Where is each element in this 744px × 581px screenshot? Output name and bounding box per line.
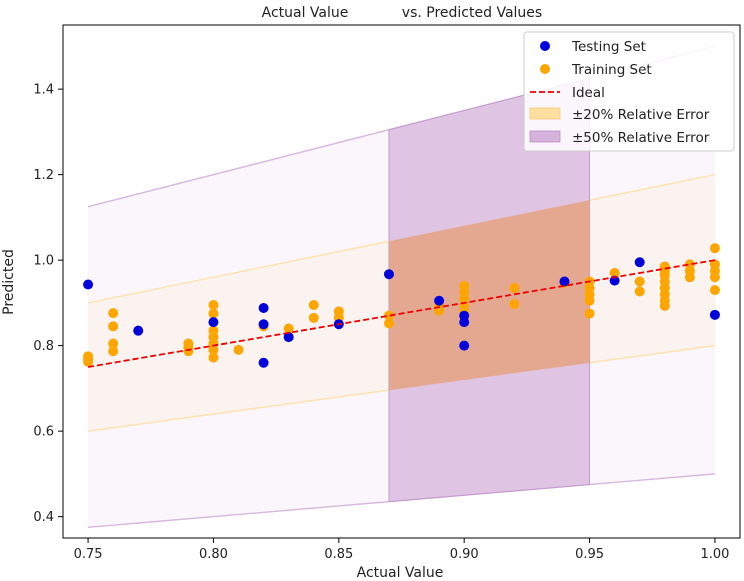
- testing-point-3: [258, 303, 269, 314]
- ideal-line: [87, 259, 716, 368]
- x-tick-label-2: 0.85: [324, 547, 353, 562]
- training-point-20: [308, 300, 319, 311]
- highlight-region: [388, 77, 591, 503]
- testing-point-4: [258, 319, 269, 330]
- y-tick-label-2: 0.8: [33, 339, 54, 354]
- training-point-11: [208, 308, 219, 319]
- y-tick-label-3: 1.0: [33, 254, 54, 269]
- legend: Testing Set Training Set Ideal ±20% Rela…: [523, 31, 735, 152]
- y-tick-label-4: 1.2: [33, 168, 54, 183]
- training-point-6: [108, 346, 119, 357]
- y-tick-label-0: 0.4: [33, 510, 54, 525]
- training-point-17: [233, 344, 244, 355]
- legend-marker-training: [540, 64, 550, 74]
- y-tick-label-1: 0.6: [33, 425, 54, 440]
- chart-title-part-1: Actual Value: [262, 5, 349, 21]
- training-point-40: [584, 308, 595, 319]
- legend-label-50: ±50% Relative Error: [572, 130, 710, 146]
- training-point-19: [283, 323, 294, 334]
- x-tick-label-1: 0.80: [199, 547, 228, 562]
- training-point-21: [308, 312, 319, 323]
- x-axis-title: Actual Value: [357, 565, 444, 581]
- training-point-39: [584, 295, 595, 306]
- chart-title-part-2: vs. Predicted Values: [402, 5, 542, 21]
- legend-frame: [523, 31, 735, 152]
- legend-label-training: Training Set: [571, 62, 652, 78]
- plot-frame: [62, 24, 741, 539]
- training-point-9: [183, 346, 194, 357]
- legend-label-ideal: Ideal: [572, 85, 605, 101]
- testing-point-6: [283, 332, 294, 343]
- testing-point-11: [459, 317, 470, 328]
- training-point-58: [709, 272, 720, 283]
- training-point-15: [208, 344, 219, 355]
- training-point-33: [509, 282, 520, 293]
- training-point-4: [108, 321, 119, 332]
- training-point-2: [83, 356, 94, 367]
- testing-point-15: [634, 257, 645, 268]
- training-point-51: [659, 300, 670, 311]
- testing-point-1: [133, 325, 144, 336]
- legend-patch-50: [529, 130, 561, 143]
- training-point-42: [634, 276, 645, 287]
- region-20-fill: [388, 200, 590, 391]
- x-tick-label-4: 0.95: [575, 547, 604, 562]
- training-point-10: [208, 300, 219, 311]
- y-tick-label-5: 1.4: [33, 83, 54, 98]
- testing-point-12: [459, 340, 470, 351]
- testing-point-5: [258, 357, 269, 368]
- training-point-24: [383, 310, 394, 321]
- training-point-41: [609, 267, 620, 278]
- testing-point-2: [208, 317, 219, 328]
- legend-marker-testing: [540, 41, 550, 51]
- legend-patch-20: [529, 107, 561, 120]
- testing-point-9: [434, 295, 445, 306]
- x-tick-label-3: 0.90: [450, 547, 479, 562]
- y-axis-title: Predicted: [1, 249, 17, 315]
- testing-point-0: [83, 279, 94, 290]
- training-point-34: [509, 299, 520, 310]
- training-point-43: [634, 286, 645, 297]
- training-point-54: [684, 272, 695, 283]
- testing-point-8: [383, 269, 394, 280]
- training-point-25: [383, 318, 394, 329]
- x-axis-ticks: 0.75 0.80 0.85 0.90 0.95 1.00: [74, 538, 729, 562]
- training-point-59: [709, 285, 720, 296]
- training-point-5: [108, 338, 119, 349]
- ideal-line-group: [87, 259, 716, 368]
- x-tick-label-5: 1.00: [700, 547, 729, 562]
- legend-label-testing: Testing Set: [571, 39, 646, 55]
- training-point-55: [709, 243, 720, 254]
- testing-point-13: [559, 276, 570, 287]
- testing-point-16: [709, 309, 720, 320]
- training-point-16: [208, 352, 219, 363]
- legend-label-20: ±20% Relative Error: [572, 107, 710, 123]
- training-point-3: [108, 308, 119, 319]
- x-tick-label-0: 0.75: [74, 547, 103, 562]
- y-axis-ticks: 0.4 0.6 0.8 1.0 1.2 1.4: [33, 83, 63, 525]
